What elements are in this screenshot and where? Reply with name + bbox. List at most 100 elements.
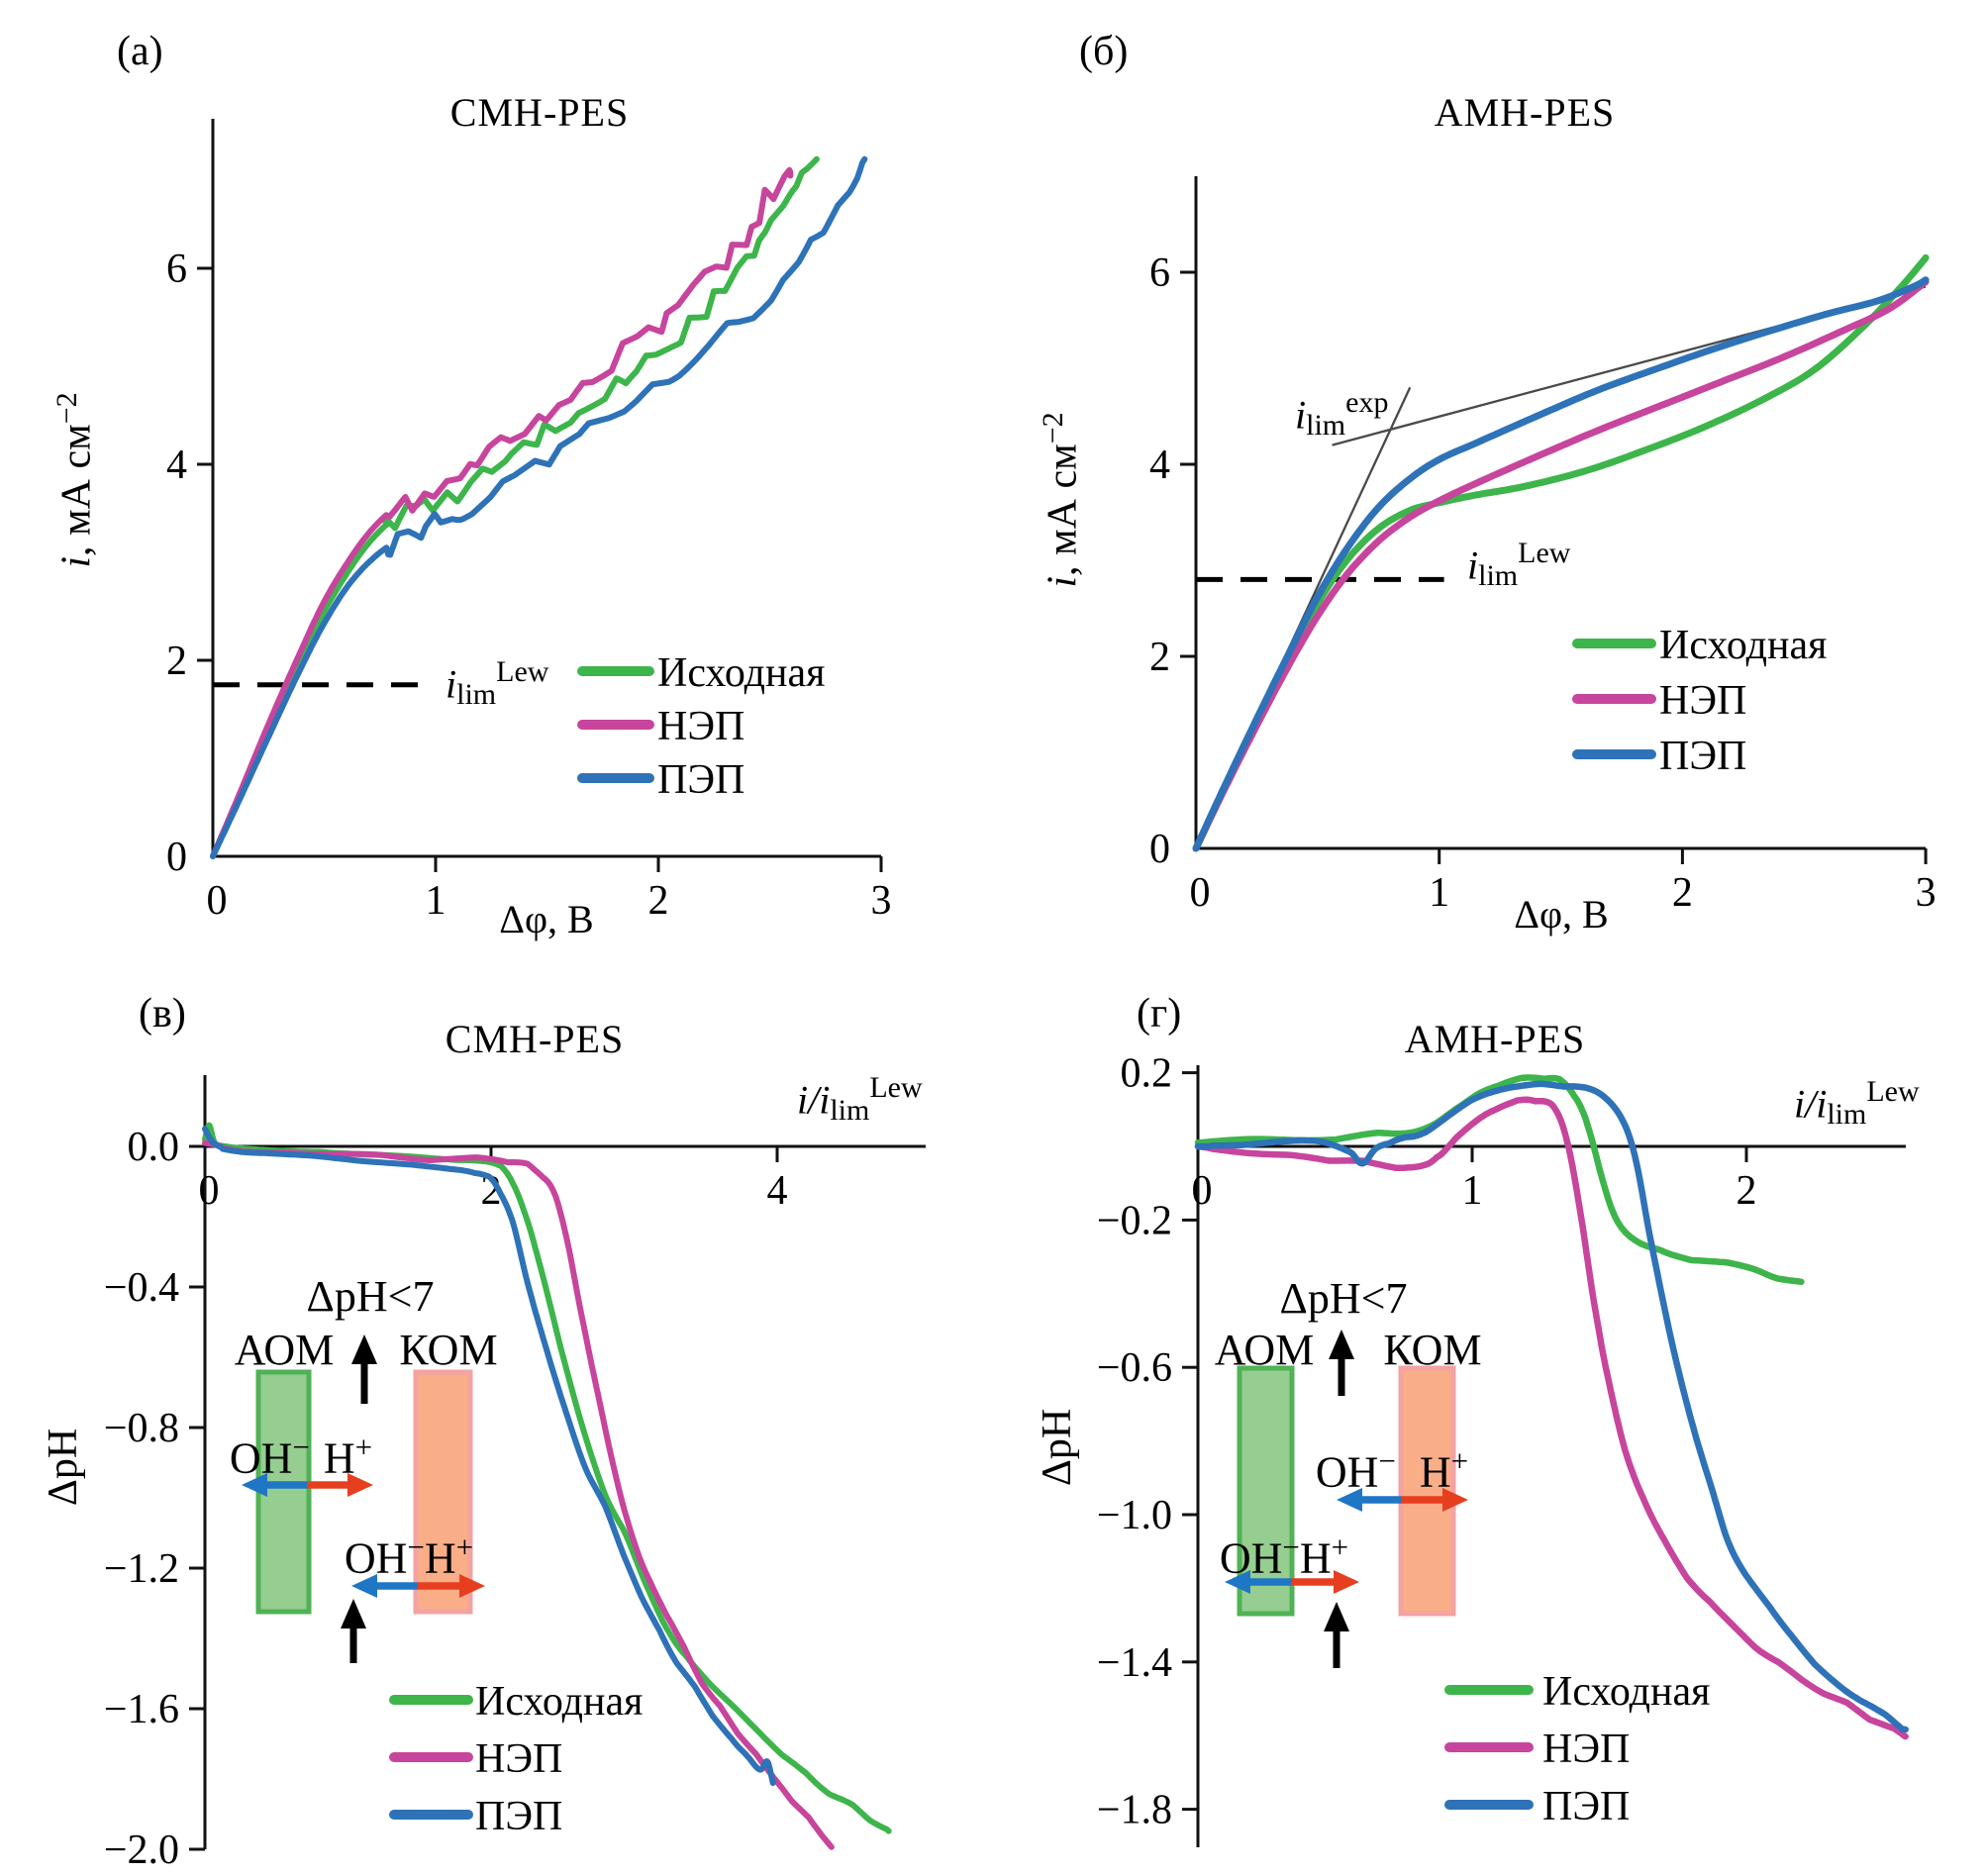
y-tick-label: 4 [1149,443,1170,488]
h-sup: + [1450,1443,1469,1478]
arrow-head [1225,1570,1250,1594]
x-tick-label: 0 [199,1168,220,1214]
panel-v-letter: (в) [139,991,186,1037]
curve-ПЭП [202,1126,776,1786]
arrow-head [1334,1570,1359,1594]
x-tick-label: 4 [767,1168,788,1214]
arrow-head [351,1334,377,1364]
oh-h-label-upper-g: OH− H+ [1316,1443,1468,1498]
x-tick-label: 0 [1192,1168,1213,1214]
oh-h-label-lower-v: OH−H+ [345,1530,473,1584]
h-text: H [1299,1533,1332,1583]
y-label-symbol: i [53,555,100,568]
ilim-base: i [446,661,457,707]
y-label-exponent: −2 [50,392,83,425]
ilim-sub: lim [1306,409,1346,443]
panel-b-letter: (б) [1079,29,1129,74]
curve-ПЭП [1192,276,1930,852]
y-tick-label: 4 [166,443,187,488]
curve-ПЭП [1194,1080,1909,1733]
ratio-sub: lim [1827,1098,1867,1132]
oh-sup: − [1378,1443,1396,1478]
legend-label-Исходная: Исходная [475,1679,643,1725]
aom-label-g: АОМ [1214,1326,1315,1374]
ratio-axis-label-v: i/ilimLew [797,1071,923,1128]
h-sup: + [354,1430,373,1464]
y-tick-label: −0.2 [1097,1198,1172,1243]
arrow-head [1337,1488,1362,1512]
ilim-lew-annotation-b: ilimLew [1467,537,1570,593]
panel-g-y-axis-label: ΔpH [1035,1408,1080,1487]
ratio-sup: Lew [869,1071,923,1104]
y-tick-label: −1.8 [1097,1788,1172,1833]
ilim-sup: Lew [496,655,549,688]
ratio-base: i/i [1794,1081,1828,1127]
curve-НЭП [202,1139,835,1850]
y-tick-label: −0.4 [104,1265,179,1311]
x-tick-label: 3 [871,878,892,924]
panel-g-title: AMH-PES [1404,1017,1586,1061]
membrane-rect-kom [413,1369,473,1615]
x-tick-label: 2 [1737,1168,1757,1214]
ilim-exp-annotation-b: ilimexp [1295,386,1388,443]
legend-label-Исходная: Исходная [1659,623,1827,668]
y-tick-label: 6 [166,247,187,292]
y-label-exponent: −2 [1036,412,1069,444]
arrow-head [351,1574,377,1598]
arrow-head [1442,1488,1468,1512]
ilim-sub: lim [456,678,497,712]
x-tick-label: 0 [1190,870,1211,916]
curve-Исходная [1194,1074,1805,1286]
oh-sup: − [407,1530,425,1564]
ilim-sup: exp [1345,386,1389,419]
y-label-units: , мА см [53,424,100,556]
panel-g-letter: (г) [1137,991,1182,1037]
y-tick-label: 0.2 [1121,1051,1173,1097]
oh-h-label-lower-g: OH−H+ [1220,1530,1348,1584]
oh-text: OH [1219,1533,1283,1583]
arrow-head [1324,1602,1349,1631]
panel-a-title: CMH-PES [449,90,630,135]
y-tick-label: 0 [166,835,187,880]
ilim-base: i [1295,392,1307,438]
h-text: H [1419,1447,1451,1497]
kom-label-g: КОМ [1383,1326,1482,1374]
dph-annotation-g: ΔpH<7 [1279,1274,1408,1323]
panel-a-y-axis-label: i, мА см−2 [50,392,101,567]
arrow-head [341,1599,366,1629]
y-tick-label: 0.0 [128,1125,180,1170]
dph-annotation-v: ΔpH<7 [306,1272,435,1321]
x-tick-label: 1 [1429,870,1449,916]
x-tick-label: 1 [1462,1168,1483,1214]
ratio-axis-label-g: i/ilimLew [1794,1075,1920,1132]
legend-label-НЭП: НЭП [475,1736,562,1782]
oh-text: OH [1315,1447,1379,1497]
oh-h-label-upper-v: OH− H+ [230,1430,372,1484]
kom-label-v: КОМ [399,1326,498,1374]
h-text: H [424,1533,456,1583]
panel-b-y-axis-label: i, мА см−2 [1037,412,1087,587]
y-tick-label: −0.8 [104,1406,179,1451]
ratio-sup: Lew [1866,1075,1920,1108]
legend-label-ПЭП: ПЭП [475,1794,562,1839]
oh-sup: − [292,1430,310,1464]
y-tick-label: −1.6 [104,1687,179,1732]
panel-v-title: CMH-PES [445,1017,625,1061]
y-tick-label: −1.4 [1097,1640,1172,1686]
x-tick-label: 2 [648,878,669,924]
legend-label-НЭП: НЭП [1659,678,1746,724]
aom-label-v: АОМ [234,1326,335,1374]
x-tick-label: 1 [426,878,447,924]
curve-НЭП [1192,278,1930,852]
panel-a-x-axis-label: Δφ, В [499,897,594,941]
y-tick-label: −1.0 [1097,1493,1172,1538]
ilim-base: i [1467,543,1479,588]
legend-label-НЭП: НЭП [657,704,744,749]
legend-label-НЭП: НЭП [1542,1727,1630,1772]
legend-label-ПЭП: ПЭП [1542,1784,1630,1829]
arrow-head [242,1473,267,1497]
panel-b-title: AMH-PES [1434,90,1616,135]
ratio-base: i/i [797,1077,831,1123]
h-text: H [323,1433,355,1483]
